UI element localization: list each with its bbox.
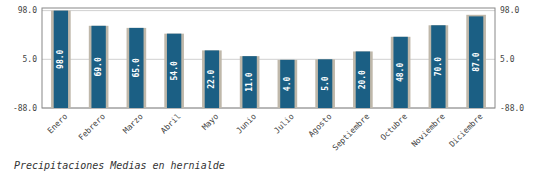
bar (466, 15, 486, 108)
bar (205, 50, 219, 108)
x-tick-label: Octubre (379, 112, 409, 142)
data-label: 20.0 (358, 70, 367, 89)
bar (127, 28, 147, 108)
grid-line (42, 10, 495, 11)
bar (91, 26, 105, 108)
data-label: 69.0 (94, 57, 103, 76)
x-tick-label: Enero (46, 112, 70, 136)
data-label: 54.0 (170, 61, 179, 80)
bar (315, 59, 335, 108)
data-label: 70.0 (434, 57, 443, 76)
bar (391, 37, 411, 108)
data-label: 5.0 (321, 76, 330, 91)
x-tick-label: Julio (272, 112, 296, 136)
plot-frame (42, 8, 495, 108)
bar (353, 51, 373, 108)
bar (429, 25, 449, 108)
bar (164, 34, 184, 108)
title: Precipitaciones Medias en hernialde (14, 160, 225, 171)
bar (356, 51, 370, 108)
bar (280, 60, 294, 108)
data-label: 11.0 (245, 72, 254, 91)
data-label: 48.0 (396, 63, 405, 82)
bar (51, 11, 71, 108)
y2-tick-label: 5.0 (500, 55, 515, 64)
chart-container: 98.0 69.0 65.0 54.0 22.0 11.0 4.0 5.0 20.0 48.0 70… (0, 0, 537, 174)
bar (431, 25, 445, 108)
bars (51, 11, 486, 108)
bar (54, 11, 68, 108)
background (0, 0, 537, 174)
bar (129, 28, 143, 108)
bar (89, 26, 109, 108)
bar (278, 60, 298, 108)
bar (318, 59, 332, 108)
data-label: 87.0 (472, 52, 481, 71)
y2-tick-label: -88.0 (500, 104, 524, 113)
chart: 98.0 69.0 65.0 54.0 22.0 11.0 4.0 5.0 20.0 48.0 70… (0, 0, 537, 174)
data-label: 65.0 (132, 58, 141, 77)
bar (469, 16, 483, 108)
data-label: 98.0 (56, 49, 65, 68)
y-tick-label: 98.0 (18, 6, 37, 15)
x-tick-label: Abril (159, 112, 183, 136)
bar (242, 56, 256, 108)
bar (240, 56, 260, 108)
y-tick-label: -88.0 (13, 104, 37, 113)
y2-tick-label: 98.0 (500, 6, 519, 15)
y-tick-label: 5.0 (23, 55, 38, 64)
x-tick-label: Febrero (77, 112, 107, 142)
bar (167, 34, 181, 108)
x-tick-label: Septiembre (331, 112, 372, 153)
bar (393, 37, 407, 108)
x-tick-label: Junio (235, 112, 259, 136)
grid-line (42, 59, 495, 60)
x-tick-label: Diciembre (447, 112, 484, 149)
x-tick-label: Agosto (307, 112, 334, 139)
bar (202, 50, 222, 108)
x-tick-label: Marzo (121, 112, 145, 136)
data-label: 4.0 (283, 77, 292, 92)
x-tick-label: Mayo (200, 112, 220, 132)
x-tick-label: Noviembre (410, 112, 447, 149)
data-label: 22.0 (207, 69, 216, 88)
